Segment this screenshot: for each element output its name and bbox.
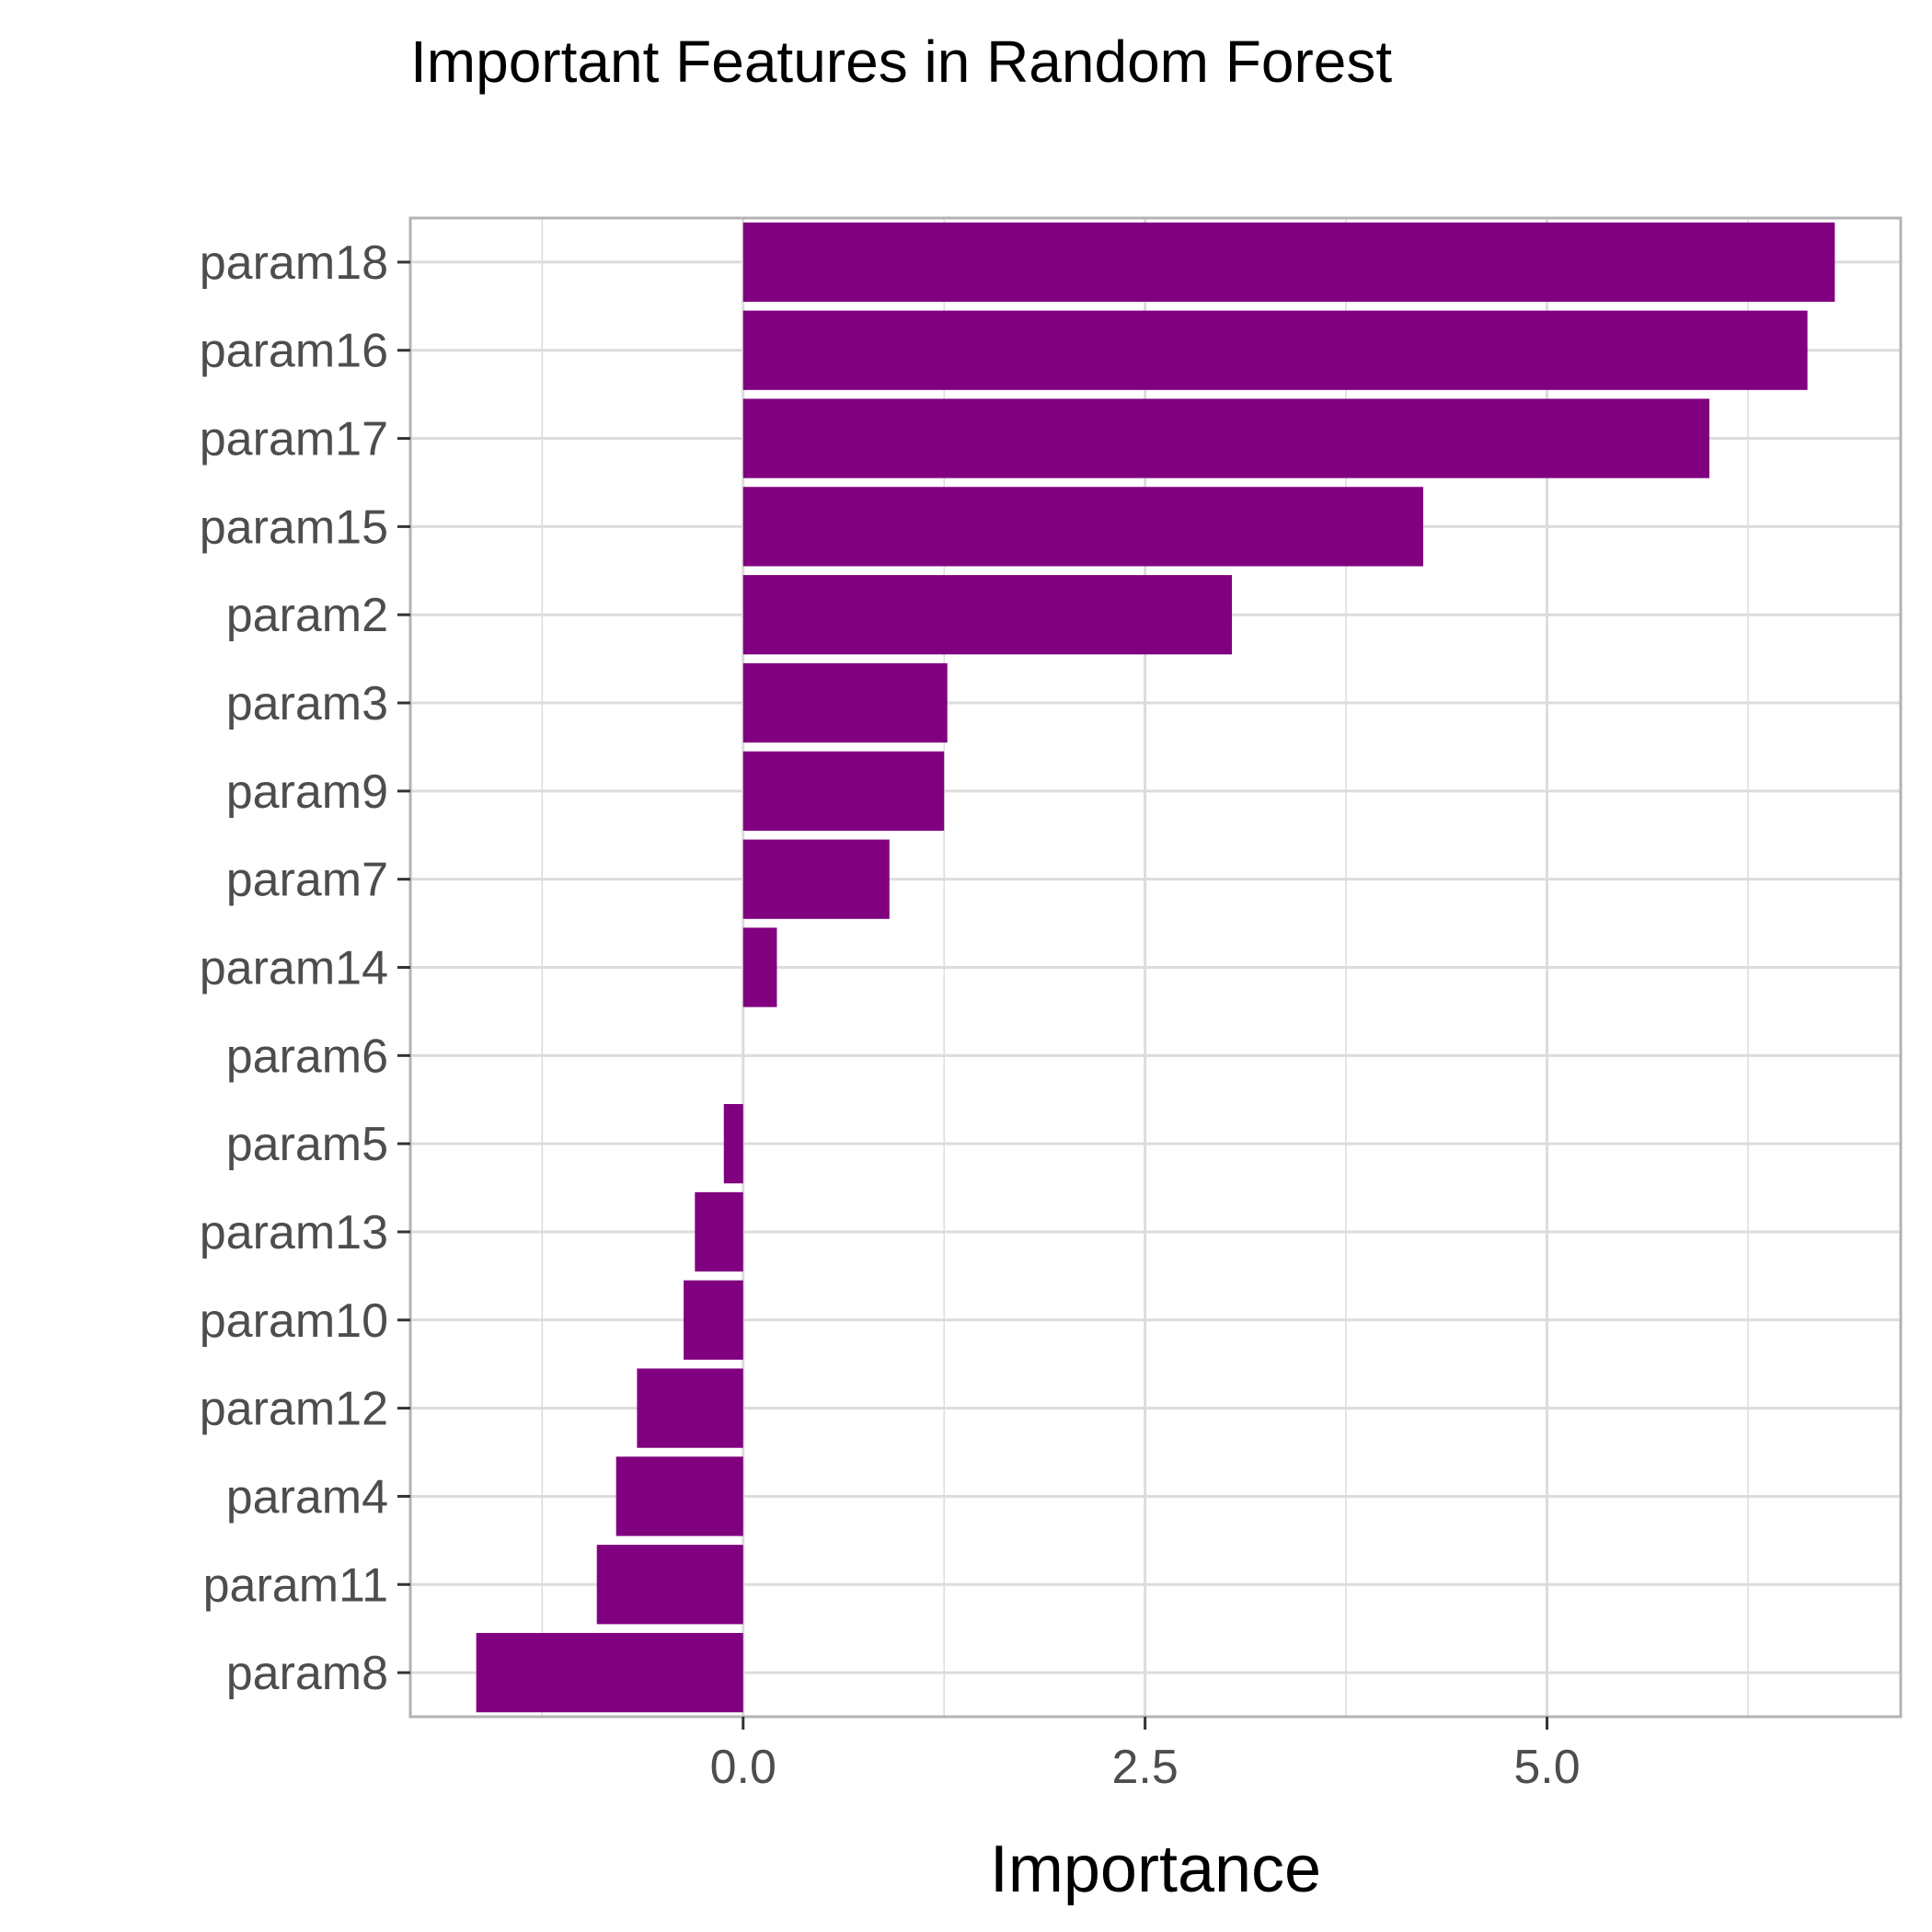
y-tick-label: param18 — [200, 236, 388, 290]
y-tick-label: param9 — [226, 765, 388, 819]
bar-param14 — [742, 927, 777, 1007]
y-tick-label: param12 — [200, 1383, 388, 1436]
y-tick-label: param8 — [226, 1647, 388, 1700]
bar-param12 — [637, 1368, 743, 1448]
bar-param5 — [723, 1104, 743, 1184]
bar-param17 — [742, 398, 1710, 478]
y-tick-label: param10 — [200, 1294, 388, 1348]
y-tick-label: param13 — [200, 1206, 388, 1259]
y-tick-label: param2 — [226, 589, 388, 642]
y-tick-label: param14 — [200, 942, 388, 995]
bar-param15 — [742, 487, 1423, 567]
x-axis: 0.0 2.5 5.0 — [710, 1717, 1581, 1794]
bars — [476, 222, 1835, 1713]
x-tick-label: 2.5 — [1111, 1741, 1178, 1794]
bar-param8 — [476, 1632, 743, 1713]
y-tick-label: param3 — [226, 677, 388, 730]
bar-param13 — [695, 1191, 743, 1272]
x-tick-label: 5.0 — [1513, 1741, 1580, 1794]
chart-title: Important Features in Random Forest — [410, 29, 1393, 95]
bar-param4 — [615, 1456, 743, 1536]
bar-param10 — [684, 1280, 743, 1360]
x-axis-title: Importance — [990, 1833, 1321, 1906]
y-tick-label: param16 — [200, 325, 388, 378]
bar-param11 — [596, 1545, 743, 1625]
bar-param9 — [742, 751, 945, 831]
bar-param2 — [742, 575, 1233, 655]
bar-param18 — [742, 222, 1835, 303]
y-tick-label: param6 — [226, 1029, 388, 1083]
x-tick-label: 0.0 — [710, 1741, 776, 1794]
y-tick-label: param17 — [200, 413, 388, 466]
y-tick-label: param4 — [226, 1470, 388, 1524]
y-tick-label: param7 — [226, 854, 388, 907]
bar-param16 — [742, 310, 1808, 390]
y-axis: param18 param16 param17 param15 param2 param3… — [200, 236, 410, 1700]
y-tick-label: param5 — [226, 1118, 388, 1171]
y-tick-label: param15 — [200, 500, 388, 554]
bar-param3 — [742, 662, 948, 743]
y-tick-label: param11 — [203, 1558, 388, 1612]
bar-param7 — [742, 839, 890, 919]
